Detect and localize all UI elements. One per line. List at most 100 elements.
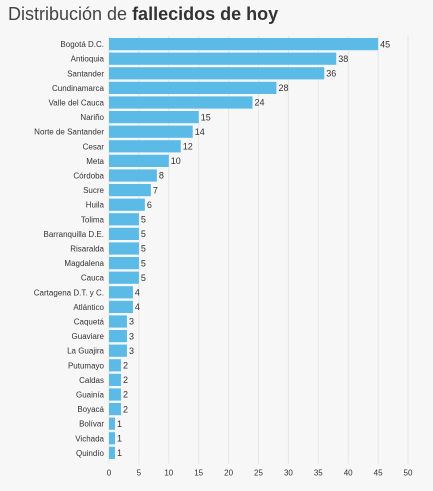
category-label: Cartagena D.T. y C. <box>34 288 104 297</box>
bar <box>109 184 151 197</box>
value-label: 6 <box>147 200 152 210</box>
value-label: 7 <box>153 185 158 195</box>
category-label: Caldas <box>79 376 104 385</box>
chart-title: Distribución de fallecidos de hoy <box>8 3 278 25</box>
category-label: Antioquia <box>71 55 105 64</box>
chart-title-bold: fallecidos de hoy <box>132 4 279 24</box>
bar <box>109 111 199 124</box>
value-label: 2 <box>123 361 128 371</box>
category-label: Norte de Santander <box>34 128 104 137</box>
category-label: La Guajira <box>67 347 104 356</box>
value-label: 5 <box>141 229 146 239</box>
category-label: Guaviare <box>72 332 105 341</box>
bar <box>109 213 139 226</box>
bar <box>109 52 337 65</box>
x-tick-label: 25 <box>254 468 263 477</box>
bar <box>109 169 157 182</box>
value-label: 2 <box>123 404 128 414</box>
value-label: 15 <box>201 112 211 122</box>
bars <box>109 38 379 459</box>
bar <box>109 286 133 299</box>
bar <box>109 330 127 343</box>
x-tick-label: 45 <box>374 468 383 477</box>
category-label: Tolima <box>81 215 105 224</box>
value-label: 5 <box>141 244 146 254</box>
category-label: Bolívar <box>79 420 104 429</box>
category-label: Santander <box>67 69 104 78</box>
category-label: Putumayo <box>68 361 105 370</box>
bar <box>109 344 127 357</box>
value-label: 5 <box>141 273 146 283</box>
bar <box>109 140 181 153</box>
bar <box>109 38 379 51</box>
category-label: Bogotá D.C. <box>60 40 104 49</box>
category-label: Vichada <box>75 434 104 443</box>
value-label: 5 <box>141 258 146 268</box>
x-axis-ticks: 0 5 10 15 20 25 30 35 40 45 50 <box>107 468 413 477</box>
category-label: Cauca <box>81 274 105 283</box>
value-label: 28 <box>278 83 288 93</box>
bar <box>109 67 325 80</box>
x-tick-label: 35 <box>314 468 323 477</box>
bar <box>109 359 121 372</box>
category-label: Huila <box>86 201 105 210</box>
value-label: 3 <box>129 317 134 327</box>
category-label: Guainía <box>76 391 105 400</box>
x-tick-label: 0 <box>107 468 112 477</box>
category-label: Valle del Cauca <box>49 99 105 108</box>
bar <box>109 81 277 94</box>
value-label: 4 <box>135 288 140 298</box>
value-label: 14 <box>195 127 205 137</box>
x-tick-label: 5 <box>137 468 142 477</box>
value-label: 12 <box>183 142 193 152</box>
value-label: 5 <box>141 215 146 225</box>
value-label: 36 <box>326 69 336 79</box>
bar <box>109 446 115 459</box>
chart-title-prefix: Distribución de <box>8 4 133 24</box>
bar <box>109 257 139 270</box>
bar <box>109 417 115 430</box>
bar <box>109 198 145 211</box>
value-label: 2 <box>123 375 128 385</box>
category-labels: Bogotá D.C. Antioquia Santander Cundinamarc… <box>34 40 105 458</box>
value-label: 10 <box>171 156 181 166</box>
value-label: 3 <box>129 346 134 356</box>
bar <box>109 373 121 386</box>
value-label: 1 <box>117 419 122 429</box>
value-label: 45 <box>380 39 390 49</box>
bar <box>109 271 139 284</box>
value-label: 1 <box>117 448 122 458</box>
bar <box>109 242 139 255</box>
bar <box>109 388 121 401</box>
value-label: 24 <box>255 98 265 108</box>
bar <box>109 315 127 328</box>
value-label: 38 <box>338 54 348 64</box>
x-tick-label: 40 <box>344 468 353 477</box>
bar <box>109 403 121 416</box>
category-label: Córdoba <box>73 172 104 181</box>
bar <box>109 154 169 167</box>
value-label: 4 <box>135 302 140 312</box>
category-label: Barranquilla D.E. <box>44 230 104 239</box>
category-label: Cesar <box>83 142 105 151</box>
value-label: 2 <box>123 390 128 400</box>
category-label: Nariño <box>80 113 104 122</box>
x-tick-label: 10 <box>164 468 173 477</box>
x-tick-label: 15 <box>194 468 203 477</box>
category-label: Caquetá <box>74 318 105 327</box>
value-label: 1 <box>117 434 122 444</box>
category-label: Boyacá <box>77 405 104 414</box>
bar <box>109 300 133 313</box>
bar <box>109 125 193 138</box>
category-label: Cundinamarca <box>52 84 105 93</box>
category-label: Quindío <box>76 449 105 458</box>
category-label: Magdalena <box>64 259 104 268</box>
value-label: 3 <box>129 331 134 341</box>
category-label: Sucre <box>83 186 104 195</box>
value-label: 8 <box>159 171 164 181</box>
x-tick-label: 30 <box>284 468 293 477</box>
x-tick-label: 50 <box>404 468 413 477</box>
category-label: Risaralda <box>70 245 104 254</box>
